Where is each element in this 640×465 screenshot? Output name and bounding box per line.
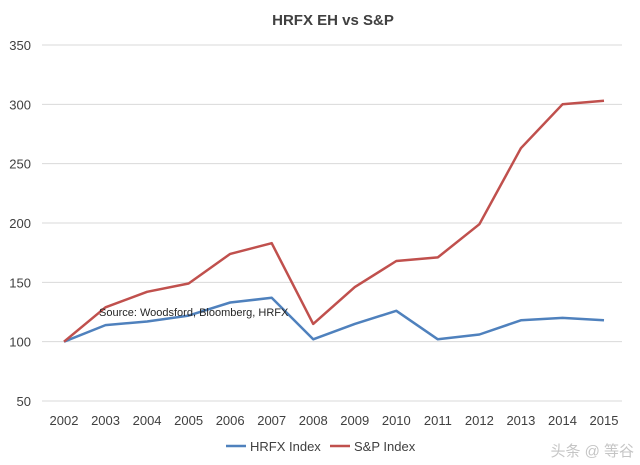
x-tick-label: 2010 — [382, 413, 411, 428]
series-lines — [63, 99, 605, 343]
x-tick-label: 2003 — [91, 413, 120, 428]
x-tick-label: 2008 — [299, 413, 328, 428]
legend-label-sp: S&P Index — [354, 439, 416, 454]
grid-lines — [42, 44, 622, 402]
y-tick-label: 150 — [9, 275, 31, 290]
x-tick-label: 2014 — [548, 413, 577, 428]
y-tick-label: 200 — [9, 216, 31, 231]
x-axis-ticks: 2002 2003 2004 2005 2006 2007 2008 2009 2010 2011… — [50, 413, 619, 428]
legend: HRFX Index S&P Index — [226, 439, 416, 454]
series-line-hrfx — [63, 296, 605, 343]
source-annotation: Source: Woodsford, Bloomberg, HRFX — [99, 307, 289, 319]
legend-item-hrfx: HRFX Index — [226, 439, 321, 454]
x-tick-label: 2002 — [50, 413, 79, 428]
x-tick-label: 2011 — [424, 413, 452, 428]
y-tick-label: 350 — [9, 38, 31, 53]
y-tick-label: 50 — [17, 394, 31, 409]
y-tick-label: 100 — [9, 335, 31, 350]
x-tick-label: 2004 — [133, 413, 162, 428]
series-line-sp — [63, 99, 605, 343]
x-tick-label: 2005 — [174, 413, 203, 428]
legend-label-hrfx: HRFX Index — [250, 439, 321, 454]
x-tick-label: 2009 — [340, 413, 369, 428]
legend-item-sp: S&P Index — [330, 439, 416, 454]
x-tick-label: 2013 — [506, 413, 535, 428]
y-axis-ticks: 50 100 150 200 250 300 350 — [9, 38, 31, 409]
watermark-text: 头条 @ 等谷 — [550, 443, 634, 460]
x-tick-label: 2007 — [257, 413, 286, 428]
y-tick-label: 250 — [9, 157, 31, 172]
y-tick-label: 300 — [9, 97, 31, 112]
x-tick-label: 2006 — [216, 413, 245, 428]
chart-title: HRFX EH vs S&P — [272, 12, 394, 29]
x-tick-label: 2015 — [590, 413, 619, 428]
x-tick-label: 2012 — [465, 413, 494, 428]
